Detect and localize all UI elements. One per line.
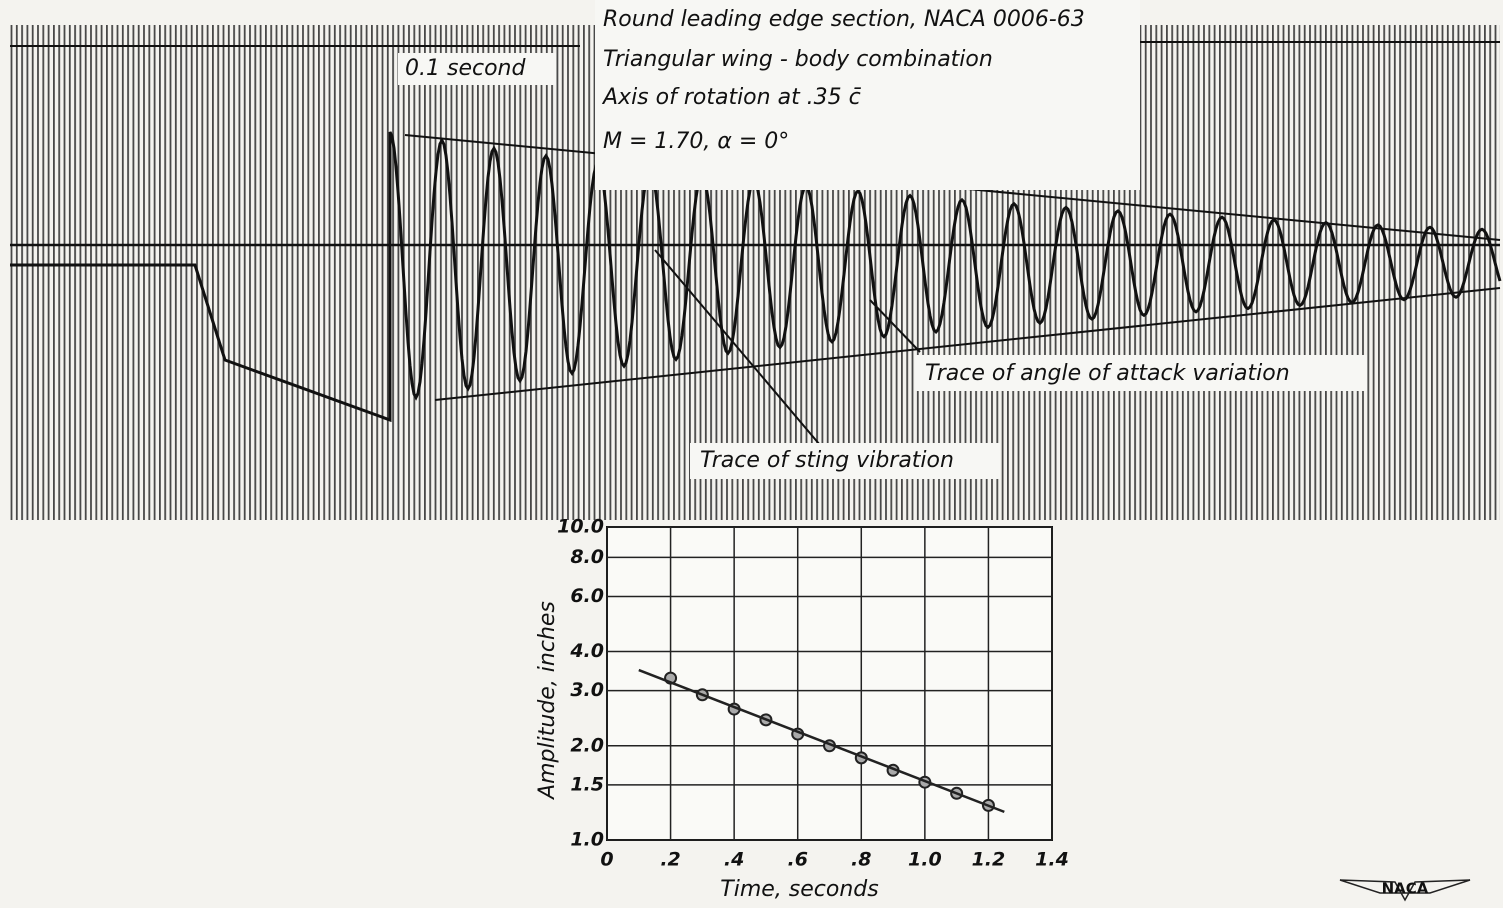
y-tick-label: 3.0 [570,679,604,701]
y-tick-label: 1.5 [570,773,604,795]
x-tick-label: 1.0 [908,849,942,871]
y-tick-label: 10.0 [557,516,604,538]
x-tick-label: .8 [851,849,871,871]
y-tick-label: 6.0 [570,585,604,607]
angle-trace-label: Trace of angle of attack variation [925,361,1290,386]
angle-trace [10,131,1502,423]
envelope [434,287,1501,401]
label-box [398,53,556,85]
record-label: Triangular wing - body combination [603,47,993,72]
label-box [915,355,1367,391]
record-label: Round leading edge section, NACA 0006-63 [603,7,1085,32]
x-tick-label: 1.4 [1035,849,1069,871]
y-tick-label: 2.0 [570,734,604,756]
x-axis-title: Time, seconds [720,877,878,902]
label-box [690,443,1000,479]
x-tick-label: 0 [600,849,613,871]
fit-line [638,668,1005,814]
label-box [595,0,1140,190]
record-label: M = 1.70, α = 0° [603,129,789,154]
oscillograph-record: Round leading edge section, NACA 0006-63… [10,0,1502,520]
leader [654,249,821,446]
x-tick-label: 1.2 [972,849,1006,871]
sting-trace-label: Trace of sting vibration [700,448,954,473]
record-label: Axis of rotation at .35 c̄ [601,85,861,110]
logo-wings [1339,879,1471,902]
naca-logo: NACA [1339,879,1471,902]
y-tick-label: 1.0 [570,829,604,851]
plot-area [606,526,1053,841]
x-tick-label: .4 [724,849,744,871]
y-axis-title: Amplitude, inches [535,601,560,801]
y-tick-label: 4.0 [569,640,604,662]
x-tick-label: .2 [660,849,680,871]
logo-text: NACA [1382,880,1429,898]
time-mark: 0.1 second [405,56,526,81]
y-tick-label: 8.0 [570,546,604,568]
chart: 1.0 1.5 2.0 3.0 4.0 6.0 8.0 10.0 0 .2 .4 .6 .8 1.0 1.2… [535,516,1069,903]
x-tick-label: .6 [787,849,807,871]
leader [869,299,921,353]
